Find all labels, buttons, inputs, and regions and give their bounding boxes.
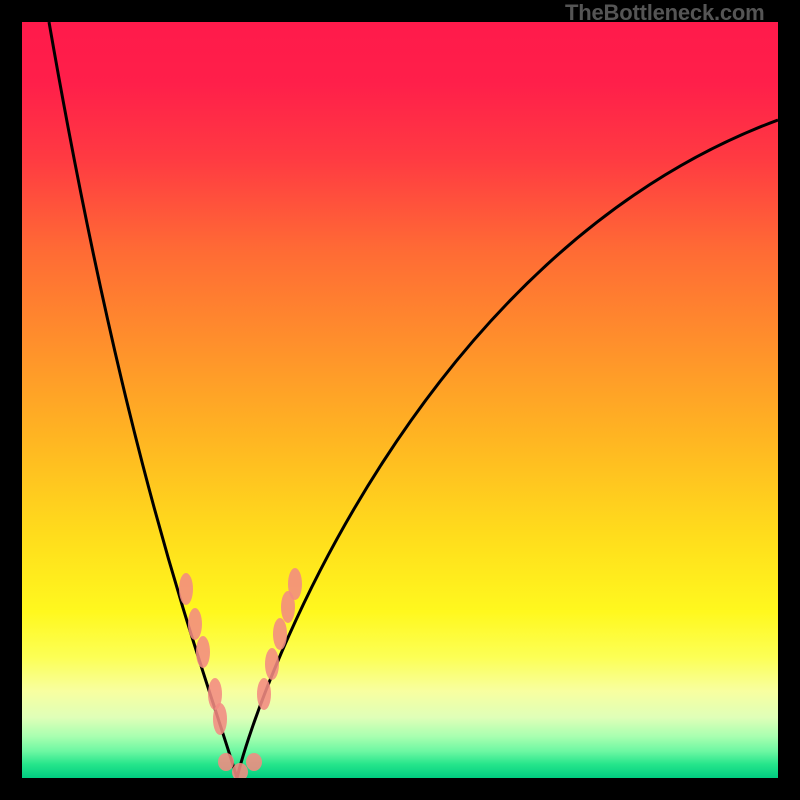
marker-left-1 (188, 608, 202, 640)
gradient-chart (22, 22, 778, 778)
marker-bottom-2 (246, 753, 262, 771)
marker-right-0 (257, 678, 271, 710)
gradient-background (22, 22, 778, 778)
marker-left-4 (213, 703, 227, 735)
marker-left-2 (196, 636, 210, 668)
marker-right-2 (273, 618, 287, 650)
marker-right-4 (288, 568, 302, 600)
marker-left-0 (179, 573, 193, 605)
watermark-text: TheBottleneck.com (565, 0, 765, 26)
plot-area (22, 22, 778, 778)
marker-bottom-0 (218, 753, 234, 771)
marker-right-1 (265, 648, 279, 680)
